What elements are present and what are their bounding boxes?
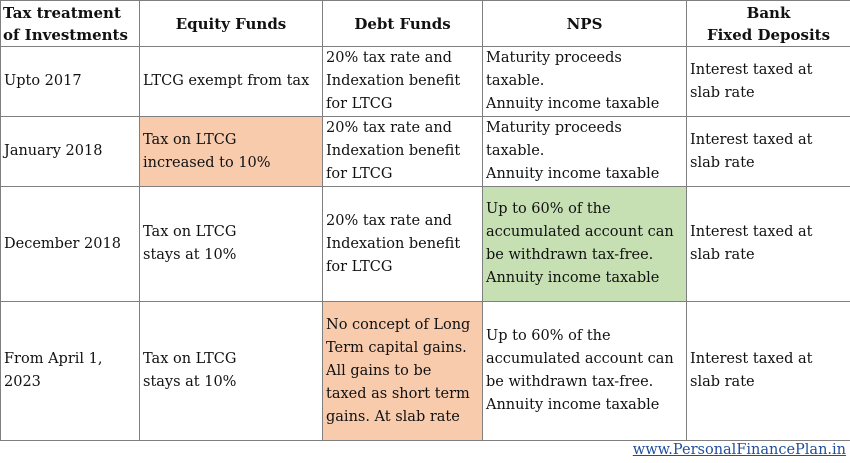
table-row: From April 1, 2023 Tax on LTCG stays at … [0, 301, 850, 441]
header-equity-funds: Equity Funds [139, 0, 323, 47]
cell-nps: Maturity proceeds taxable. Annuity incom… [482, 116, 687, 187]
header-tax-treatment: Tax treatment of Investments [0, 0, 140, 47]
cell-nps-highlighted: Up to 60% of the accumulated account can… [482, 186, 687, 302]
cell-fd: Interest taxed at slab rate [686, 46, 850, 117]
website-link[interactable]: www.PersonalFinancePlan.in [632, 442, 846, 458]
cell-equity: Tax on LTCG stays at 10% [139, 186, 323, 302]
cell-debt: 20% tax rate and Indexation benefit for … [322, 186, 483, 302]
cell-equity: LTCG exempt from tax [139, 46, 323, 117]
cell-equity-highlighted: Tax on LTCG increased to 10% [139, 116, 323, 187]
cell-period: Upto 2017 [0, 46, 140, 117]
header-row: Tax treatment of Investments Equity Fund… [0, 0, 850, 47]
cell-equity: Tax on LTCG stays at 10% [139, 301, 323, 441]
header-bank-fixed-deposits: Bank Fixed Deposits [686, 0, 850, 47]
cell-fd: Interest taxed at slab rate [686, 116, 850, 187]
cell-debt: 20% tax rate and Indexation benefit for … [322, 46, 483, 117]
cell-nps: Up to 60% of the accumulated account can… [482, 301, 687, 441]
cell-period: From April 1, 2023 [0, 301, 140, 441]
table-row: December 2018 Tax on LTCG stays at 10% 2… [0, 186, 850, 302]
cell-debt: 20% tax rate and Indexation benefit for … [322, 116, 483, 187]
cell-debt-highlighted: No concept of Long Term capital gains. A… [322, 301, 483, 441]
cell-period: December 2018 [0, 186, 140, 302]
table-row: January 2018 Tax on LTCG increased to 10… [0, 116, 850, 187]
header-nps: NPS [482, 0, 687, 47]
header-debt-funds: Debt Funds [322, 0, 483, 47]
cell-nps: Maturity proceeds taxable. Annuity incom… [482, 46, 687, 117]
cell-fd: Interest taxed at slab rate [686, 186, 850, 302]
table-row: Upto 2017 LTCG exempt from tax 20% tax r… [0, 46, 850, 117]
cell-period: January 2018 [0, 116, 140, 187]
cell-fd: Interest taxed at slab rate [686, 301, 850, 441]
tax-comparison-table: Tax treatment of Investments Equity Fund… [0, 0, 850, 441]
